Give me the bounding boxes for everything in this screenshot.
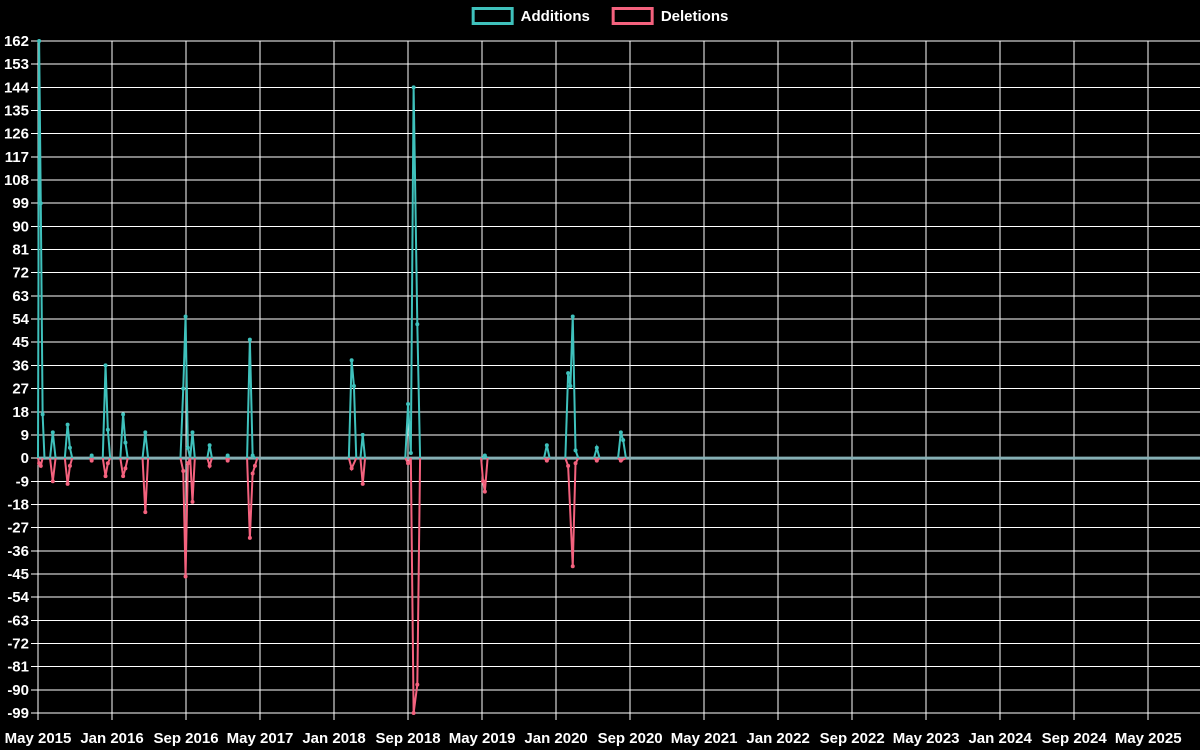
svg-text:-27: -27: [7, 520, 29, 537]
svg-text:May 2015: May 2015: [5, 730, 72, 747]
svg-text:72: 72: [12, 265, 29, 282]
svg-text:90: 90: [12, 218, 29, 235]
svg-text:-63: -63: [7, 612, 29, 629]
svg-text:153: 153: [4, 56, 29, 73]
legend-item-deletions[interactable]: Deletions: [611, 7, 729, 25]
svg-text:63: 63: [12, 288, 29, 305]
svg-text:135: 135: [4, 103, 29, 120]
svg-text:-72: -72: [7, 635, 29, 652]
svg-text:Jan 2016: Jan 2016: [80, 730, 143, 747]
y-axis-labels: 1621531441351261171089990817263544536271…: [4, 33, 30, 722]
svg-text:-99: -99: [7, 705, 29, 722]
svg-text:-90: -90: [7, 682, 29, 699]
svg-text:45: 45: [12, 334, 29, 351]
grid-lines: [31, 40, 1200, 720]
svg-text:Sep 2016: Sep 2016: [154, 730, 219, 747]
series-additions: [37, 39, 627, 459]
svg-text:May 2025: May 2025: [1115, 730, 1182, 747]
svg-text:-9: -9: [16, 473, 29, 490]
deletions-swatch-icon: [611, 7, 654, 25]
svg-text:May 2021: May 2021: [671, 730, 738, 747]
svg-text:117: 117: [5, 149, 29, 166]
svg-text:126: 126: [4, 126, 29, 143]
svg-text:54: 54: [12, 311, 29, 328]
svg-text:Sep 2020: Sep 2020: [598, 730, 663, 747]
svg-text:108: 108: [4, 172, 29, 189]
svg-text:144: 144: [4, 79, 30, 96]
svg-text:Jan 2020: Jan 2020: [524, 730, 587, 747]
svg-text:-45: -45: [7, 566, 29, 583]
legend-item-additions[interactable]: Additions: [471, 7, 590, 25]
svg-text:99: 99: [12, 195, 29, 212]
svg-text:36: 36: [12, 357, 29, 374]
svg-text:May 2023: May 2023: [893, 730, 960, 747]
chart-legend: Additions Deletions: [471, 7, 729, 25]
svg-text:-18: -18: [7, 496, 29, 513]
x-axis-labels: May 2015 Jan 2016 Sep 2016 May 2017 Jan 2018…: [5, 730, 1182, 747]
svg-text:Sep 2024: Sep 2024: [1042, 730, 1108, 747]
legend-label-additions: Additions: [520, 7, 590, 25]
svg-text:Jan 2018: Jan 2018: [302, 730, 365, 747]
svg-text:18: 18: [12, 404, 29, 421]
svg-text:Jan 2024: Jan 2024: [968, 730, 1032, 747]
svg-text:May 2017: May 2017: [227, 730, 294, 747]
svg-text:-81: -81: [7, 659, 29, 676]
svg-text:0: 0: [21, 450, 29, 467]
svg-text:162: 162: [4, 33, 29, 50]
svg-text:9: 9: [21, 427, 29, 444]
legend-label-deletions: Deletions: [660, 7, 729, 25]
series-deletions: [37, 457, 627, 715]
svg-text:Jan 2022: Jan 2022: [746, 730, 809, 747]
svg-text:Sep 2022: Sep 2022: [820, 730, 885, 747]
additions-swatch-icon: [471, 7, 514, 25]
svg-text:Sep 2018: Sep 2018: [376, 730, 441, 747]
svg-text:-54: -54: [7, 589, 29, 606]
svg-text:27: 27: [12, 381, 29, 398]
svg-text:May 2019: May 2019: [449, 730, 516, 747]
svg-text:81: 81: [12, 242, 29, 259]
svg-text:-36: -36: [7, 543, 29, 560]
